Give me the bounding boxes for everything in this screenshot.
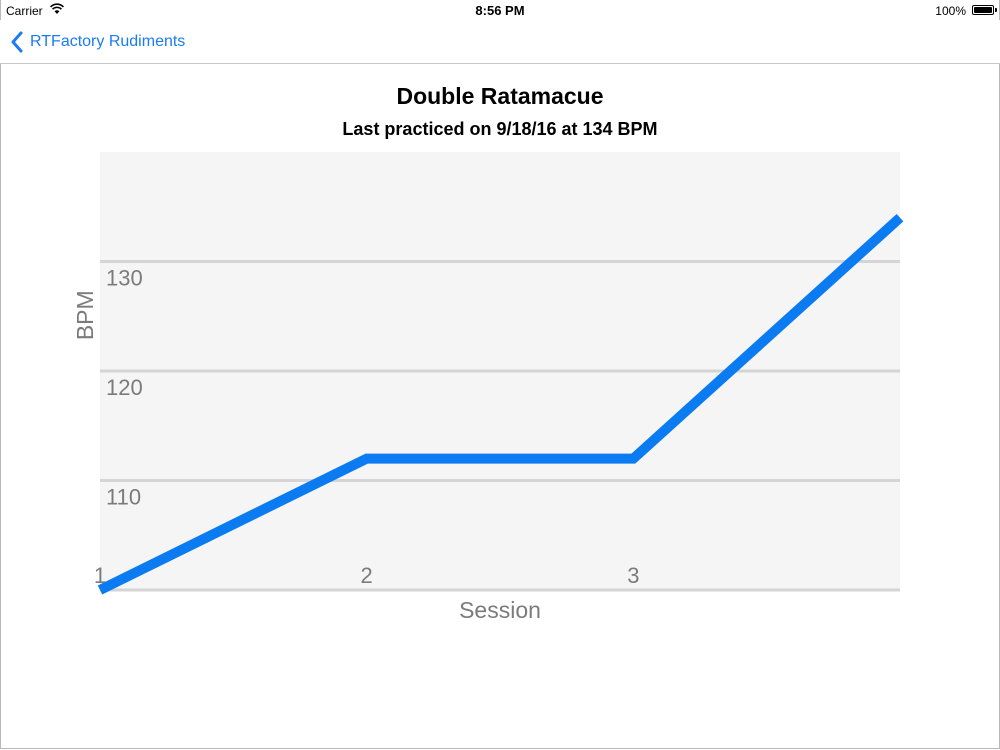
x-tick-label: 1 bbox=[94, 563, 106, 588]
back-button-label: RTFactory Rudiments bbox=[30, 33, 186, 50]
carrier-label: Carrier bbox=[6, 4, 43, 18]
x-axis-title: Session bbox=[459, 597, 541, 623]
y-tick-label: 110 bbox=[106, 485, 141, 510]
navigation-bar: RTFactory Rudiments bbox=[0, 20, 1000, 64]
y-tick-label: 130 bbox=[106, 266, 143, 291]
wifi-icon bbox=[50, 3, 64, 14]
y-axis-title: BPM bbox=[72, 290, 98, 340]
y-tick-label: 120 bbox=[106, 375, 143, 400]
status-bar: Carrier 8:56 PM 100% bbox=[0, 0, 1000, 20]
chevron-left-icon bbox=[11, 31, 23, 53]
battery-icon bbox=[972, 5, 997, 15]
back-button[interactable]: RTFactory Rudiments bbox=[10, 28, 185, 56]
x-tick-label: 2 bbox=[361, 563, 373, 588]
x-tick-label: 3 bbox=[627, 563, 639, 588]
chart-subtitle: Last practiced on 9/18/16 at 134 BPM bbox=[342, 119, 658, 139]
series-line bbox=[97, 213, 904, 595]
clock: 8:56 PM bbox=[475, 3, 525, 18]
battery-percentage: 100% bbox=[935, 4, 966, 18]
chart-title: Double Ratamacue bbox=[396, 83, 604, 109]
